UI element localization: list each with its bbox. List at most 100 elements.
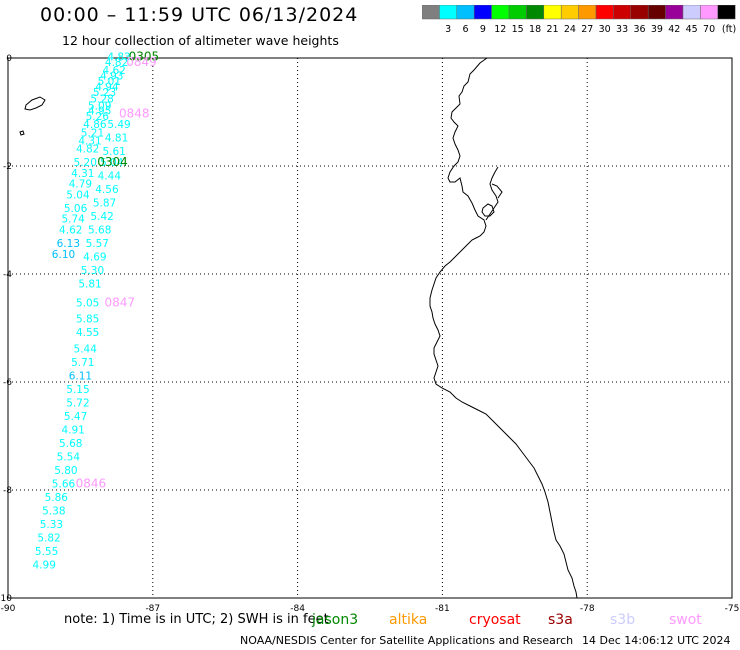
map-subtitle: 12 hour collection of altimeter wave hei… xyxy=(62,33,339,48)
legend-tick-label: 45 xyxy=(686,24,698,35)
satellite-label-swot: swot xyxy=(669,612,702,628)
longitude-tick-label: -75 xyxy=(725,604,740,614)
wave-height-value: 5.09 xyxy=(88,100,111,112)
wave-height-value: 5.30 xyxy=(81,265,104,277)
legend-tick-label: 33 xyxy=(616,24,628,35)
wave-height-value: 4.79 xyxy=(69,179,92,191)
satellite-label-s3b: s3b xyxy=(610,612,636,628)
wave-height-value: 5.68 xyxy=(88,225,111,237)
wave-height-value: 4.81 xyxy=(105,133,128,145)
wave-height-value: 5.44 xyxy=(74,343,98,355)
wave-height-value: 4.31 xyxy=(78,135,101,147)
wave-height-value: 5.80 xyxy=(54,465,77,477)
legend-unit: (ft) xyxy=(722,24,736,35)
wave-height-value: 5.61 xyxy=(102,146,125,158)
wave-height-value: 5.54 xyxy=(57,451,81,463)
legend-tick-label: 12 xyxy=(494,24,506,35)
wave-height-value: 5.71 xyxy=(71,357,94,369)
longitude-tick-label: -90 xyxy=(1,604,16,614)
satellite-label-cryosat: cryosat xyxy=(469,612,521,628)
pass-time-label: 0304 xyxy=(97,155,128,169)
latitude-tick-label: -10 xyxy=(0,594,12,604)
legend-tick-label: 9 xyxy=(480,24,486,35)
legend-swatch xyxy=(717,5,736,20)
wave-height-value: 4.55 xyxy=(76,327,99,339)
pass-time-label: 0305 xyxy=(129,50,160,64)
legend-tick-label: 24 xyxy=(564,24,576,35)
footer-credit: NOAA/NESDIS Center for Satellite Applica… xyxy=(240,634,574,647)
galapagos-island xyxy=(24,96,46,111)
legend-tick-label: 42 xyxy=(668,24,680,35)
longitude-tick-label: -84 xyxy=(290,604,305,614)
wave-height-value: 4.93 xyxy=(100,71,123,83)
wave-height-value: 5.57 xyxy=(86,238,109,250)
wave-height-value: 4.62 xyxy=(59,225,82,237)
wave-height-value: 4.62 xyxy=(102,65,125,77)
wave-height-value: 5.72 xyxy=(66,397,89,409)
legend-tick-label: 30 xyxy=(599,24,611,35)
wave-height-value: 5.20 xyxy=(74,157,97,169)
wave-height-value: 4.94 xyxy=(95,81,119,93)
lat-lon-grid xyxy=(7,57,733,599)
footer-generated-time: 14 Dec 14:06:12 UTC 2024 xyxy=(582,634,731,647)
longitude-tick-label: -81 xyxy=(435,604,450,614)
legend-tick-label: 15 xyxy=(512,24,524,35)
pass-time-label: 0847 xyxy=(105,295,136,309)
legend-tick-label: 27 xyxy=(581,24,593,35)
wave-height-value: 5.15 xyxy=(66,384,89,396)
galapagos-islet xyxy=(19,130,25,136)
wave-height-value: 5.86 xyxy=(45,492,69,504)
wave-height-value: 4.56 xyxy=(95,184,119,196)
legend-tick-label: 70 xyxy=(703,24,715,35)
wave-height-value: 5.23 xyxy=(93,87,116,99)
wave-height-value: 5.05 xyxy=(76,297,99,309)
map-title: 00:00 – 11:59 UTC 06/13/2024 xyxy=(40,4,359,26)
wave-height-value: 5.42 xyxy=(90,211,113,223)
wave-height-value: 5.47 xyxy=(64,411,87,423)
wave-height-value: 5.81 xyxy=(78,279,101,291)
satellite-label-altika: altika xyxy=(389,612,428,628)
wave-height-value: 5.06 xyxy=(64,203,88,215)
latitude-tick-label: -8 xyxy=(3,486,12,496)
wave-height-value: 5.28 xyxy=(90,93,113,105)
latitude-tick-label: -6 xyxy=(3,378,12,388)
legend-tick-label: 3 xyxy=(445,24,451,35)
wave-height-value: 4.91 xyxy=(61,424,84,436)
wave-height-value: 4.69 xyxy=(83,252,106,264)
map-frame xyxy=(7,57,733,599)
wave-height-value: 6.11 xyxy=(69,370,92,382)
wave-height-value: 5.04 xyxy=(66,189,90,201)
legend-tick-label: 21 xyxy=(546,24,558,35)
wave-height-value: 4.99 xyxy=(33,559,56,571)
legend-tick-label: 6 xyxy=(462,24,468,35)
latitude-tick-label: -4 xyxy=(3,270,12,280)
wave-height-value: 5.68 xyxy=(59,438,82,450)
wave-height-value: 4.86 xyxy=(83,119,107,131)
wave-height-values: 4.834.824.624.935.014.945.235.285.094.95… xyxy=(33,52,131,572)
wave-height-color-legend: 3 6 9 12 15 18 21 24 27 30 33 36 39 42 45 70 (ft) xyxy=(422,5,736,35)
axis-tick-labels: -90 -87 -84 -81 -78 -75 0 -2 -4 -6 -8 -10 xyxy=(0,54,739,614)
wave-height-value: 4.31 xyxy=(71,168,94,180)
coastline xyxy=(429,57,578,599)
legend-tick-label: 36 xyxy=(633,24,645,35)
wave-height-value: 5.82 xyxy=(37,532,60,544)
wave-height-value: 4.44 xyxy=(98,171,122,183)
pass-time-label: 0848 xyxy=(119,106,150,120)
legend-tick-label: 39 xyxy=(651,24,663,35)
wave-height-value: 4.95 xyxy=(88,106,111,118)
puna-island xyxy=(481,203,495,217)
wave-height-value: 5.87 xyxy=(93,198,116,210)
footer-note: note: 1) Time is in UTC; 2) SWH is in fe… xyxy=(64,612,329,627)
wave-height-value: 5.21 xyxy=(81,127,104,139)
wave-height-value: 6.10 xyxy=(52,249,75,261)
longitude-tick-label: -87 xyxy=(145,604,160,614)
wave-height-value: 5.55 xyxy=(35,546,58,558)
legend-tick-label: 18 xyxy=(529,24,541,35)
wave-height-value: 5.04 xyxy=(100,157,124,169)
wave-height-value: 5.33 xyxy=(40,519,63,531)
wave-height-value: 5.26 xyxy=(86,111,110,123)
satellite-label-s3a: s3a xyxy=(548,612,573,628)
longitude-tick-label: -78 xyxy=(580,604,595,614)
wave-height-value: 4.83 xyxy=(107,52,130,64)
